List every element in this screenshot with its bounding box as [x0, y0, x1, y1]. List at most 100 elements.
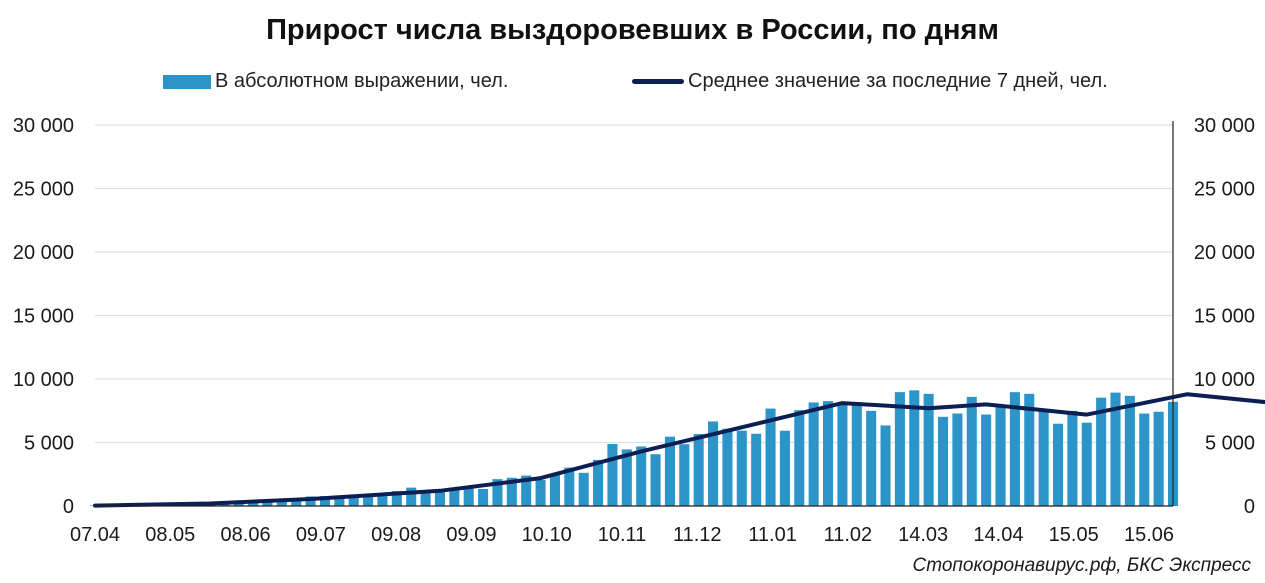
bar — [880, 425, 891, 506]
bar — [765, 408, 776, 506]
bar — [607, 444, 618, 506]
bar — [937, 416, 949, 506]
bar — [391, 491, 402, 506]
legend: В абсолютном выражении, чел. Среднее зна… — [0, 70, 1265, 98]
bar — [1081, 422, 1092, 506]
bar — [291, 498, 302, 506]
bar — [305, 496, 316, 506]
bar — [866, 410, 877, 506]
bar — [909, 390, 920, 506]
bar — [1153, 411, 1164, 506]
line-avg-7-days — [93, 392, 1265, 508]
y2-tick-label: 5 000 — [1205, 433, 1255, 455]
bar — [679, 444, 690, 506]
bar — [549, 474, 560, 506]
bar — [535, 479, 546, 506]
x-tick-label: 14.03 — [898, 524, 948, 546]
x-tick-label: 09.08 — [371, 524, 421, 546]
line-series — [93, 392, 1265, 508]
x-tick-label: 14.04 — [973, 524, 1023, 546]
bar — [995, 405, 1006, 506]
bar — [319, 496, 331, 506]
bar — [363, 494, 374, 506]
bar — [1096, 397, 1107, 506]
bar — [434, 488, 445, 506]
bar — [1139, 413, 1150, 506]
bar — [621, 449, 632, 506]
bar — [334, 496, 345, 506]
legend-label-bars: В абсолютном выражении, чел. — [215, 70, 509, 92]
bar — [736, 430, 747, 506]
bar — [593, 459, 604, 506]
bar — [348, 496, 359, 506]
y-tick-label: 10 000 — [13, 369, 74, 391]
bar — [779, 430, 790, 506]
y2-tick-label: 10 000 — [1194, 369, 1255, 391]
bar — [1110, 392, 1121, 506]
y-tick-label: 5 000 — [24, 433, 74, 455]
bar — [952, 413, 963, 506]
x-tick-label: 08.05 — [145, 524, 195, 546]
bar — [1052, 423, 1064, 506]
bar — [751, 433, 762, 506]
bar — [981, 414, 992, 506]
bar — [722, 428, 733, 506]
bar — [664, 436, 675, 506]
legend-line-swatch — [632, 79, 684, 84]
y2-tick-label: 30 000 — [1194, 115, 1255, 137]
legend-item-bars: В абсолютном выражении, чел. — [163, 70, 508, 93]
x-tick-label: 11.01 — [748, 524, 797, 546]
bar — [636, 446, 647, 506]
x-tick-label: 15.06 — [1124, 524, 1174, 546]
bar — [478, 489, 489, 506]
axes: 0 0 5 000 5 000 10 000 10 000 15 000 15 000 20 0… — [13, 115, 1255, 546]
bar — [506, 477, 517, 506]
bar — [564, 467, 575, 506]
bar — [492, 479, 503, 506]
bar — [1009, 392, 1020, 506]
y-tick-label: 30 000 — [13, 115, 74, 137]
bar-series — [89, 390, 1179, 506]
bar — [808, 402, 819, 506]
bar — [1067, 410, 1078, 506]
x-tick-label: 15.05 — [1049, 524, 1099, 546]
chart-title: Прирост числа выздоровевших в России, по… — [266, 14, 999, 46]
y-tick-label: 20 000 — [13, 242, 74, 264]
y2-tick-label: 25 000 — [1194, 179, 1255, 201]
x-tick-label: 09.09 — [446, 524, 496, 546]
y-tick-label: 25 000 — [13, 179, 74, 201]
bar — [1024, 393, 1035, 506]
bar — [823, 401, 834, 506]
bar — [1124, 395, 1135, 506]
y-tick-label: 15 000 — [13, 306, 74, 328]
x-tick-label: 09.07 — [296, 524, 346, 546]
bar — [578, 472, 589, 506]
bar — [449, 487, 460, 506]
bar — [966, 396, 977, 506]
y2-tick-label: 0 — [1244, 496, 1255, 518]
x-tick-label: 10.11 — [598, 524, 647, 546]
x-tick-label: 07.04 — [70, 524, 120, 546]
bar — [923, 393, 934, 506]
x-tick-label: 11.02 — [824, 524, 873, 546]
bar — [693, 434, 704, 506]
bar — [521, 475, 532, 506]
bar — [406, 487, 417, 506]
y2-tick-label: 20 000 — [1194, 242, 1255, 264]
bar — [463, 487, 474, 506]
bar — [420, 490, 431, 506]
legend-label-line: Среднее значение за последние 7 дней, че… — [688, 70, 1108, 92]
legend-bar-swatch — [163, 74, 211, 89]
x-tick-label: 10.10 — [522, 524, 572, 546]
bar — [1038, 411, 1049, 506]
x-tick-label: 11.12 — [673, 524, 722, 546]
bar — [794, 410, 805, 506]
bar — [262, 499, 273, 506]
bar — [708, 421, 719, 506]
x-tick-label: 08.06 — [221, 524, 271, 546]
bar — [650, 454, 661, 506]
bar — [377, 496, 388, 506]
bar — [894, 392, 905, 506]
bar — [248, 501, 259, 506]
